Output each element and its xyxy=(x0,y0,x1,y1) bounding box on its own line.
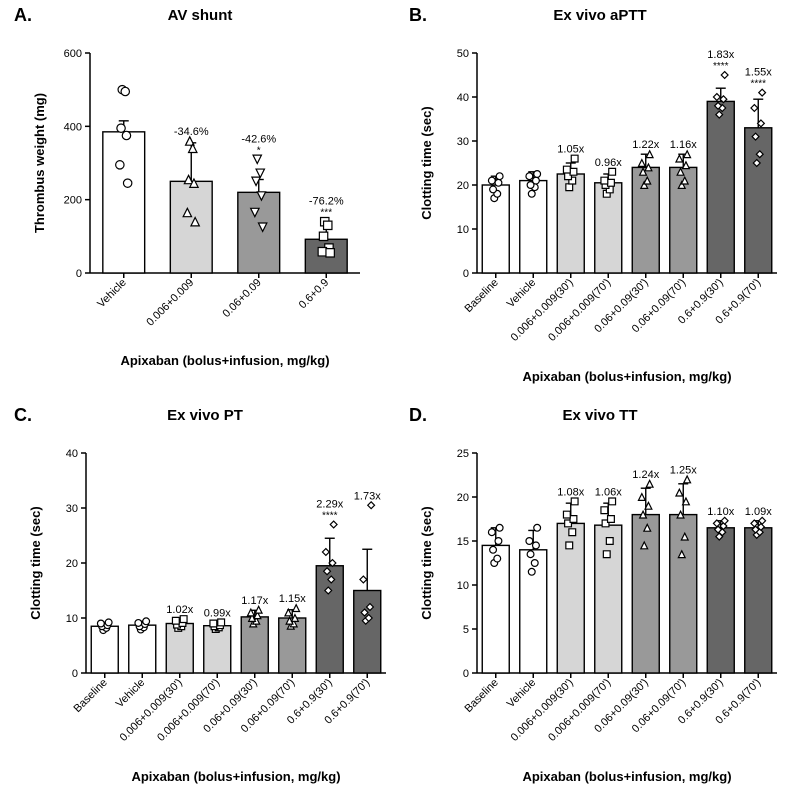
svg-text:0.96x: 0.96x xyxy=(595,157,622,169)
svg-text:Clotting time (sec): Clotting time (sec) xyxy=(28,506,43,619)
svg-text:30: 30 xyxy=(66,503,78,515)
svg-text:200: 200 xyxy=(64,195,82,207)
panel-C: C.Ex vivo PT010203040Clotting time (sec)… xyxy=(10,405,400,800)
svg-text:****: **** xyxy=(322,511,338,522)
svg-text:1.22x: 1.22x xyxy=(632,139,659,151)
svg-text:1.15x: 1.15x xyxy=(279,593,306,605)
svg-text:600: 600 xyxy=(64,48,82,60)
svg-text:Apixaban (bolus+infusion, mg/k: Apixaban (bolus+infusion, mg/kg) xyxy=(522,369,731,384)
svg-text:0.06+0.09: 0.06+0.09 xyxy=(221,277,264,320)
panel-B: B.Ex vivo aPTT01020304050Clotting time (… xyxy=(405,5,795,400)
svg-text:-76.2%: -76.2% xyxy=(309,196,344,208)
svg-text:1.09x: 1.09x xyxy=(745,506,772,518)
svg-text:10: 10 xyxy=(66,613,78,625)
svg-text:25: 25 xyxy=(457,448,469,460)
plot-svg: 0 200 400 600 Thrombus weight (mg) Vehicle 0.0… xyxy=(10,5,390,400)
svg-text:1.10x: 1.10x xyxy=(707,506,734,518)
svg-text:1.02x: 1.02x xyxy=(166,604,193,616)
svg-text:20: 20 xyxy=(457,180,469,192)
svg-text:Vehicle: Vehicle xyxy=(505,277,539,311)
svg-text:15: 15 xyxy=(457,536,469,548)
svg-text:10: 10 xyxy=(457,224,469,236)
svg-text:20: 20 xyxy=(66,558,78,570)
svg-text:1.25x: 1.25x xyxy=(670,464,697,476)
svg-text:0: 0 xyxy=(76,268,82,280)
svg-text:1.55x: 1.55x xyxy=(745,67,772,79)
svg-text:Vehicle: Vehicle xyxy=(505,677,539,711)
svg-text:1.08x: 1.08x xyxy=(557,486,584,498)
svg-text:****: **** xyxy=(750,79,766,90)
svg-text:0: 0 xyxy=(463,668,469,680)
svg-text:0: 0 xyxy=(72,668,78,680)
svg-text:0.6+0.9: 0.6+0.9 xyxy=(297,277,332,312)
svg-text:0.006+0.009: 0.006+0.009 xyxy=(144,277,196,329)
svg-text:1.06x: 1.06x xyxy=(595,486,622,498)
svg-text:Clotting time (sec): Clotting time (sec) xyxy=(419,106,434,219)
svg-text:-34.6%: -34.6% xyxy=(174,126,209,138)
bar xyxy=(354,591,381,674)
svg-text:0: 0 xyxy=(463,268,469,280)
plot-svg: 0 10 20 30 40 50 Clotting time (sec) BaselineVe… xyxy=(405,5,795,400)
svg-text:1.24x: 1.24x xyxy=(632,469,659,481)
svg-text:***: *** xyxy=(320,208,332,219)
svg-text:400: 400 xyxy=(64,121,82,133)
svg-text:Clotting time (sec): Clotting time (sec) xyxy=(419,506,434,619)
svg-text:-42.6%: -42.6% xyxy=(241,133,276,145)
svg-text:1.83x: 1.83x xyxy=(707,49,734,61)
plot-svg: 0 10 20 30 40 Clotting time (sec) BaselineVehi… xyxy=(10,405,400,800)
svg-text:5: 5 xyxy=(463,624,469,636)
bar xyxy=(707,101,734,273)
svg-text:Apixaban (bolus+infusion, mg/k: Apixaban (bolus+infusion, mg/kg) xyxy=(120,353,329,368)
svg-text:30: 30 xyxy=(457,136,469,148)
svg-text:Baseline: Baseline xyxy=(72,677,110,715)
svg-text:Apixaban (bolus+infusion, mg/k: Apixaban (bolus+infusion, mg/kg) xyxy=(522,769,731,784)
panel-D: D.Ex vivo TT0510152025Clotting time (sec… xyxy=(405,405,795,800)
svg-text:Baseline: Baseline xyxy=(463,277,501,315)
svg-text:2.29x: 2.29x xyxy=(316,499,343,511)
plot-svg: 0 5 10 15 20 25 Clotting time (sec) BaselineVeh… xyxy=(405,405,795,800)
bar xyxy=(707,528,734,673)
bar xyxy=(103,132,145,273)
bar xyxy=(745,128,772,273)
svg-text:40: 40 xyxy=(66,448,78,460)
svg-text:Vehicle: Vehicle xyxy=(95,277,129,311)
svg-text:*: * xyxy=(257,145,261,156)
panel-A: A.AV shunt0200400600Thrombus weight (mg)… xyxy=(10,5,390,400)
svg-text:****: **** xyxy=(713,61,729,72)
svg-text:1.05x: 1.05x xyxy=(557,144,584,156)
svg-text:0.99x: 0.99x xyxy=(204,607,231,619)
bar xyxy=(238,192,280,273)
bar xyxy=(170,181,212,273)
svg-text:1.17x: 1.17x xyxy=(241,595,268,607)
svg-text:Baseline: Baseline xyxy=(463,677,501,715)
svg-text:1.16x: 1.16x xyxy=(670,139,697,151)
svg-text:40: 40 xyxy=(457,92,469,104)
svg-text:10: 10 xyxy=(457,580,469,592)
svg-text:1.73x: 1.73x xyxy=(354,490,381,502)
bar xyxy=(745,528,772,673)
svg-text:20: 20 xyxy=(457,492,469,504)
bar xyxy=(595,525,622,673)
svg-text:50: 50 xyxy=(457,48,469,60)
bar xyxy=(632,515,659,673)
svg-text:Thrombus weight (mg): Thrombus weight (mg) xyxy=(32,93,47,233)
svg-text:Apixaban (bolus+infusion, mg/k: Apixaban (bolus+infusion, mg/kg) xyxy=(131,769,340,784)
svg-text:Vehicle: Vehicle xyxy=(114,677,148,711)
